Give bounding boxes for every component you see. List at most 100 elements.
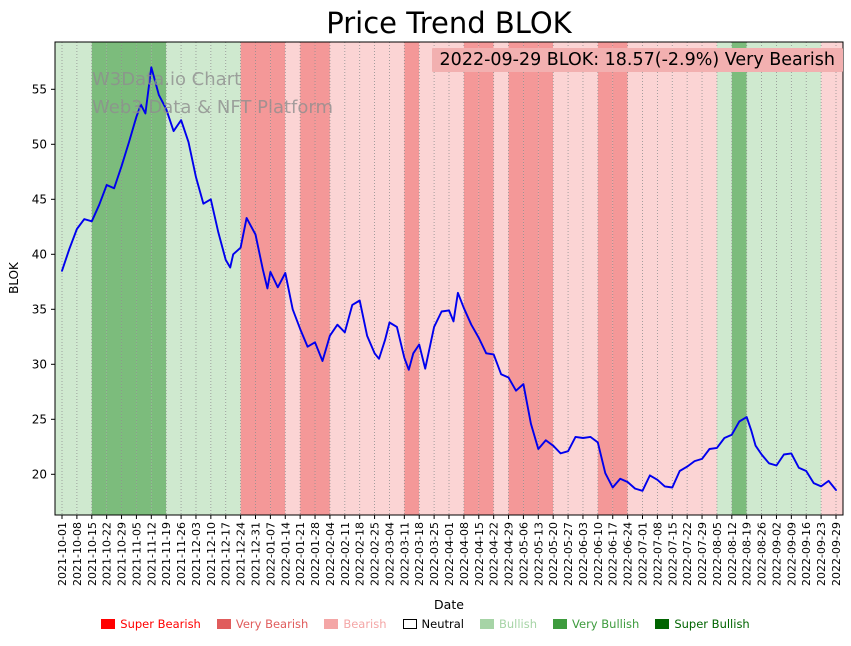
x-tick-label: 2021-11-19	[160, 522, 173, 586]
x-tick-label: 2022-05-27	[562, 522, 575, 586]
legend-label: Super Bullish	[674, 617, 750, 631]
sentiment-band	[776, 42, 792, 515]
sentiment-band	[225, 42, 241, 515]
x-tick-label: 2022-07-01	[637, 522, 650, 586]
y-tick-label: 45	[32, 192, 47, 206]
y-tick-label: 35	[32, 302, 47, 316]
x-tick-label: 2022-01-21	[294, 522, 307, 586]
sentiment-band	[210, 42, 226, 515]
legend-item-bearish: Bearish	[324, 617, 387, 631]
sentiment-band	[702, 42, 717, 515]
x-tick-label: 2022-04-29	[503, 522, 516, 586]
page-title: Price Trend BLOK	[326, 6, 572, 40]
x-tick-label: 2022-06-24	[622, 522, 635, 586]
x-tick-label: 2022-09-16	[800, 522, 813, 586]
sentiment-band	[359, 42, 375, 515]
sentiment-band	[627, 42, 643, 515]
x-tick-label: 2022-08-05	[711, 522, 724, 586]
x-tick-label: 2021-10-01	[56, 522, 69, 586]
y-axis-label: BLOK	[7, 262, 21, 294]
sentiment-band	[553, 42, 569, 515]
sentiment-band	[493, 42, 509, 515]
x-tick-label: 2022-05-13	[532, 522, 545, 586]
sentiment-band	[642, 42, 658, 515]
x-tick-label: 2022-09-29	[830, 522, 843, 586]
sentiment-band	[136, 42, 152, 515]
x-tick-label: 2022-08-12	[726, 522, 739, 586]
x-tick-label: 2021-10-22	[101, 522, 114, 586]
sentiment-band	[315, 42, 330, 515]
legend-label: Very Bearish	[235, 617, 309, 631]
x-tick-label: 2022-01-07	[264, 522, 277, 586]
legend-item-very-bullish: Very Bullish	[553, 617, 639, 631]
x-tick-label: 2021-10-29	[116, 522, 129, 586]
sentiment-band	[329, 42, 345, 515]
legend-item-very-bearish: Very Bearish	[216, 617, 309, 631]
x-tick-label: 2022-08-19	[741, 522, 754, 586]
x-tick-label: 2022-04-08	[458, 522, 471, 586]
legend-label: Bearish	[343, 617, 387, 631]
sentiment-band	[597, 42, 613, 515]
sentiment-band	[151, 42, 167, 515]
legend-item-super-bullish: Super Bullish	[655, 617, 750, 631]
x-tick-label: 2022-01-28	[309, 522, 322, 586]
legend-swatch	[479, 619, 494, 629]
legend-swatch	[402, 619, 417, 629]
sentiment-band	[166, 42, 182, 515]
x-tick-label: 2021-11-26	[175, 522, 188, 586]
sentiment-band	[270, 42, 286, 515]
sentiment-band	[746, 42, 762, 515]
sentiment-band	[195, 42, 211, 515]
sentiment-band	[449, 42, 464, 515]
x-tick-label: 2022-09-09	[785, 522, 798, 586]
sentiment-band	[568, 42, 583, 515]
sentiment-band	[508, 42, 524, 515]
y-tick-label: 50	[32, 137, 47, 151]
annotation-box: 2022-09-29 BLOK: 18.57(-2.9%) Very Beari…	[431, 48, 843, 72]
price-line	[61, 66, 837, 492]
x-axis-ticks: 2021-10-01 2021-10-08 2021-10-15 2021-10-22…	[56, 515, 843, 586]
sentiment-band	[91, 42, 107, 515]
x-tick-label: 2021-11-12	[145, 522, 158, 586]
legend-label: Neutral	[421, 617, 464, 631]
sentiment-band	[55, 42, 77, 515]
x-tick-label: 2021-11-05	[130, 522, 143, 586]
sentiment-band	[389, 42, 405, 515]
sentiment-band	[121, 42, 137, 515]
x-tick-label: 2022-02-04	[324, 522, 337, 586]
legend-swatch	[216, 619, 231, 629]
sentiment-band	[523, 42, 539, 515]
sentiment-band	[106, 42, 122, 515]
x-tick-label: 2022-03-11	[398, 522, 411, 586]
sentiment-band	[761, 42, 777, 515]
sentiment-band	[434, 42, 449, 515]
sentiment-band	[374, 42, 390, 515]
legend-label: Very Bullish	[572, 617, 640, 631]
sentiment-band	[76, 42, 92, 515]
y-tick-label: 40	[32, 247, 47, 261]
x-tick-label: 2022-06-10	[592, 522, 605, 586]
x-tick-label: 2021-10-08	[71, 522, 84, 586]
x-tick-label: 2022-07-29	[696, 522, 709, 586]
x-tick-label: 2022-06-03	[577, 522, 590, 586]
x-tick-label: 2022-04-22	[488, 522, 501, 586]
x-tick-label: 2022-07-08	[651, 522, 664, 586]
y-tick-label: 30	[32, 357, 47, 371]
x-tick-label: 2022-03-04	[383, 522, 396, 586]
sentiment-band	[582, 42, 598, 515]
sentiment-bands	[55, 42, 843, 515]
legend-item-super-bearish: Super Bearish	[101, 617, 201, 631]
x-tick-label: 2022-07-22	[681, 522, 694, 586]
x-tick-label: 2022-05-06	[517, 522, 530, 586]
x-tick-label: 2021-12-24	[235, 522, 248, 586]
x-tick-label: 2021-12-17	[220, 522, 233, 586]
sentiment-band	[255, 42, 271, 515]
y-axis-ticks: 20 25 30 35 40 45 50 55	[32, 82, 55, 481]
y-tick-label: 20	[32, 467, 47, 481]
x-tick-label: 2022-08-26	[756, 522, 769, 586]
legend-label: Super Bearish	[120, 617, 201, 631]
legend-swatch	[101, 619, 116, 629]
sentiment-band	[463, 42, 479, 515]
